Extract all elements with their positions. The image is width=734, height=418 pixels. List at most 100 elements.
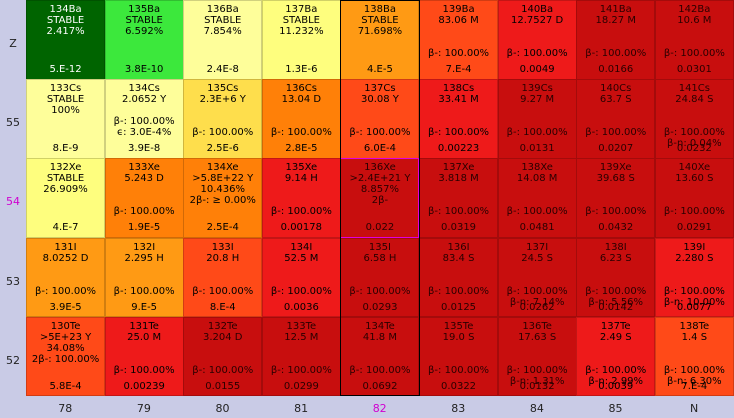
nuclide-cell[interactable]: 141Ba 18.27 M β-: 100.00% 0.0166 [576, 0, 656, 80]
nuclide-cell[interactable]: 138Cs 33.41 M β-: 100.00% 0.00223 [419, 79, 499, 159]
nuclide-name: 133Cs [49, 83, 82, 95]
nuclide-cell[interactable]: 133Te 12.5 M β-: 100.00% 0.0299 [261, 316, 341, 397]
fission-yield: 9.E-5 [131, 301, 158, 313]
nuclide-cell[interactable]: 133Cs STABLE 100% 8.E-9 [26, 79, 106, 159]
nuclide-cell[interactable]: 135Cs 2.3E+6 Y β-: 100.00% 2.5E-6 [183, 79, 263, 159]
nuclide-cell[interactable]: 130Te >5E+23 Y 34.08% 2β-: 100.00% 5.8E-4 [26, 316, 106, 397]
nuclide-cell[interactable]: 134Ba STABLE 2.417% 5.E-12 [26, 0, 106, 80]
fission-yield: 0.0432 [598, 222, 634, 234]
nuclide-cell[interactable]: 136Xe >2.4E+21 Y 8.857% 2β- 0.022 [340, 158, 420, 239]
fission-yield: 0.00178 [280, 222, 323, 234]
nuclide-property: β-n: 2.99% [588, 375, 644, 387]
nuclide-property: β-: 100.00% [428, 48, 490, 59]
nuclide-name: 136Xe [364, 162, 396, 174]
fission-yield: 0.0166 [598, 64, 634, 75]
fission-yield: 3.9E-5 [49, 301, 82, 313]
nuclide-cell[interactable]: 141Cs 24.84 S β-: 100.00% β-n: 0.04% 0.0232 [654, 79, 734, 159]
nuclide-cell[interactable]: 132Xe STABLE 26.909% 4.E-7 [26, 158, 106, 239]
nuclide-cell[interactable]: 136Cs 13.04 D β-: 100.00% 2.8E-5 [261, 79, 341, 159]
nuclide-property: β-n: 6.30% [667, 375, 722, 387]
nuclide-property: STABLE [282, 15, 320, 26]
nuclide-cell[interactable]: 135Xe 9.14 H β-: 100.00% 0.00178 [261, 158, 341, 239]
nuclide-cell[interactable]: 138Ba STABLE 71.698% 4.E-5 [340, 0, 420, 80]
nuclide-cell[interactable]: 140Ba 12.7527 D β-: 100.00% 0.0049 [497, 0, 577, 80]
nuclide-cell[interactable]: 132I 2.295 H β-: 100.00% 9.E-5 [104, 237, 184, 318]
nuclide-cell[interactable]: 135Ba STABLE 6.592% 3.8E-10 [104, 0, 184, 80]
nuclide-name: 136Ba [206, 4, 239, 15]
nuclide-name: 137Cs [364, 83, 396, 95]
nuclide-cell[interactable]: 135Te 19.0 S β-: 100.00% 0.0322 [419, 316, 499, 397]
column-label: 82 [372, 402, 387, 415]
nuclide-cell[interactable]: 136Ba STABLE 7.854% 2.4E-8 [183, 0, 263, 80]
nuclide-cell[interactable]: 133Xe 5.243 D β-: 100.00% 1.9E-5 [104, 158, 184, 239]
nuclide-property: β-: 100.00% [506, 48, 568, 59]
nuclide-property: STABLE [46, 15, 85, 26]
nuclide-property: 71.698% [357, 26, 403, 37]
nuclide-cell[interactable]: 137I 24.5 S β-: 100.00% β-n: 7.14% 0.0262 [497, 237, 577, 318]
fission-yield: 4.E-5 [367, 64, 393, 75]
nuclide-cell[interactable]: 137Te 2.49 S β-: 100.00% β-n: 2.99% 0.0039 [576, 316, 656, 397]
nuclide-cell[interactable]: 140Xe 13.60 S β-: 100.00% 0.0291 [654, 158, 734, 239]
nuclide-property: β-: 100.00% [270, 127, 332, 139]
nuclide-name: 141Cs [678, 83, 710, 95]
nuclide-cell[interactable]: 139I 2.280 S β-: 100.00% β-n: 10.00% 0.0077 [654, 237, 734, 318]
nuclide-property: 41.8 M [362, 331, 397, 343]
nuclide-cell[interactable]: 138Xe 14.08 M β-: 100.00% 0.0481 [497, 158, 577, 239]
row-label: 52 [6, 353, 20, 367]
nuclide-property: 34.08% [46, 342, 85, 354]
nuclide-cell[interactable]: 137Ba STABLE 11.232% 1.3E-6 [261, 0, 341, 80]
nuclide-cell[interactable]: 138I 6.23 S β-: 100.00% β-n: 5.56% 0.0142 [576, 237, 656, 318]
nuclide-cell[interactable]: 134I 52.5 M β-: 100.00% 0.0036 [261, 237, 341, 318]
nuclide-property: β-: 100.00% [113, 206, 175, 218]
fission-yield: 0.0049 [519, 64, 555, 75]
nuclide-name: 132I [133, 241, 156, 253]
nuclide-cell[interactable]: 134Cs 2.0652 Y β-: 100.00% ϵ: 3.0E-4% 3.9E-8 [104, 79, 184, 159]
nuclide-property: 11.232% [279, 26, 324, 37]
nuclide-cell[interactable]: 139Xe 39.68 S β-: 100.00% 0.0432 [576, 158, 656, 239]
nuclide-property: >2.4E+21 Y [349, 173, 411, 185]
nuclide-property: β-: 100.00% [506, 206, 568, 218]
nuclide-cell[interactable]: 134Te 41.8 M β-: 100.00% 0.0692 [340, 316, 420, 397]
nuclide-name: 135Ba [128, 4, 161, 15]
nuclide-cell[interactable]: 131Te 25.0 M β-: 100.00% 0.00239 [104, 316, 184, 397]
nuclide-cell[interactable]: 132Te 3.204 D β-: 100.00% 0.0155 [183, 316, 263, 397]
nuclide-cell[interactable]: 139Ba 83.06 M β-: 100.00% 7.E-4 [419, 0, 499, 80]
nuclide-cell[interactable]: 142Ba 10.6 M β-: 100.00% 0.0301 [654, 0, 734, 80]
nuclide-property: β-n: 10.00% [663, 296, 725, 308]
nuclide-cell[interactable]: 131I 8.0252 D β-: 100.00% 3.9E-5 [26, 237, 106, 318]
nuclide-cell[interactable]: 138Te 1.4 S β-: 100.00% β-n: 6.30% 7.E-4 [654, 316, 734, 397]
nuclide-cell[interactable]: 134Xe >5.8E+22 Y 10.436% 2β-: ≥ 0.00% 2.5E-4 [183, 158, 263, 239]
row-label: 55 [6, 116, 20, 130]
nuclide-cell[interactable]: 136Te 17.63 S β-: 100.00% β-n: 1.31% 0.0132 [497, 316, 577, 397]
column-label: 80 [215, 402, 230, 415]
nuclide-cell[interactable]: 137Cs 30.08 Y β-: 100.00% 6.0E-4 [340, 79, 420, 159]
nuclide-property: 2.3E+6 Y [199, 94, 246, 106]
nuclide-cell[interactable]: 135I 6.58 H β-: 100.00% 0.0293 [340, 237, 420, 318]
nuclide-property: 30.08 Y [360, 94, 399, 106]
nuclide-cell[interactable]: 137Xe 3.818 M β-: 100.00% 0.0319 [419, 158, 499, 239]
nuclide-cell[interactable]: 136I 83.4 S β-: 100.00% 0.0125 [419, 237, 499, 318]
nuclide-property: β-: 100.00% [192, 364, 254, 376]
nuclide-property: β-: 100.00% [663, 285, 725, 297]
nuclide-property: 2β- [371, 195, 389, 207]
nuclide-cell[interactable]: 140Cs 63.7 S β-: 100.00% 0.0207 [576, 79, 656, 159]
nuclide-property: β-: 100.00% [663, 127, 725, 139]
fission-yield: 0.0039 [598, 380, 634, 392]
nuclide-name: 134Cs [128, 83, 160, 95]
nuclide-property: 5.243 D [124, 173, 164, 185]
nuclide-property: β-n: 1.31% [509, 375, 565, 387]
nuclide-name: 140Ba [521, 4, 554, 15]
fission-yield: 0.0291 [676, 222, 712, 234]
nuclide-property: β-: 100.00% [506, 285, 568, 297]
nuclide-property: 10.6 M [677, 15, 712, 26]
nuclide-cell[interactable]: 133I 20.8 H β-: 100.00% 8.E-4 [183, 237, 263, 318]
nuclide-cell[interactable]: 139Cs 9.27 M β-: 100.00% 0.0131 [497, 79, 577, 159]
nuclide-property: 26.909% [43, 184, 88, 196]
nuclide-name: 131Te [129, 320, 159, 332]
nuclide-property: 3.818 M [438, 173, 479, 185]
fission-yield: 6.0E-4 [363, 143, 397, 155]
fission-yield: 0.0207 [598, 143, 634, 155]
nuclide-property: 2β-: 100.00% [31, 353, 100, 365]
fission-yield: 0.022 [365, 222, 395, 234]
